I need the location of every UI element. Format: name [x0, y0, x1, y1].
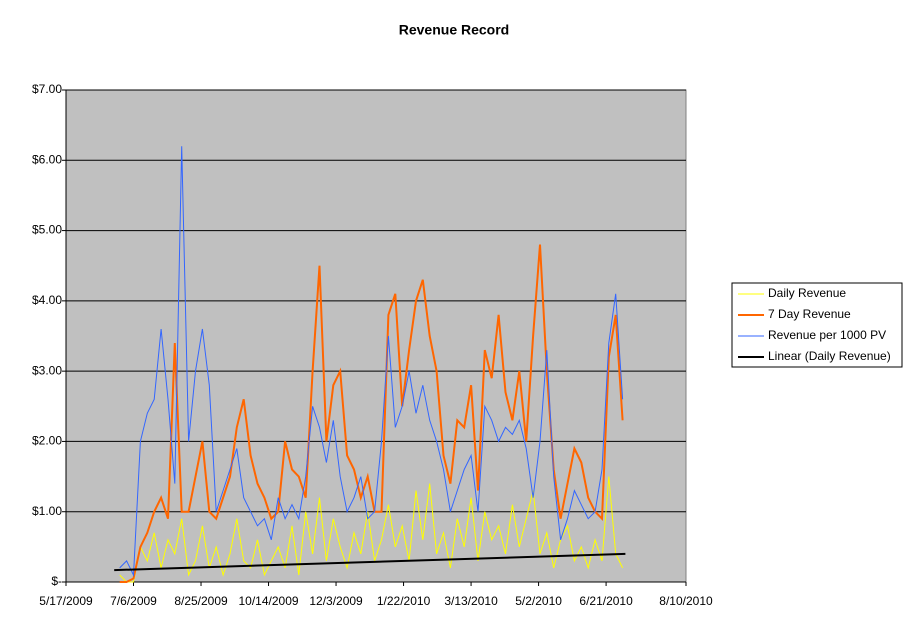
- legend: [731, 282, 903, 368]
- y-tick-label: $2.00: [32, 434, 62, 448]
- chart-title: Revenue Record: [399, 22, 509, 38]
- x-tick-label: 10/14/2009: [239, 594, 299, 608]
- series-line: [119, 244, 624, 583]
- series-line: [114, 552, 626, 572]
- x-tick-label: 12/3/2009: [309, 594, 363, 608]
- x-tick-label: 1/22/2010: [377, 594, 431, 608]
- series-line: [119, 476, 624, 583]
- series-line: [119, 146, 624, 577]
- y-tick-label: $-: [51, 574, 62, 588]
- x-tick-label: 8/10/2010: [659, 594, 713, 608]
- legend-label: Revenue per 1000 PV: [768, 328, 886, 342]
- y-tick-label: $1.00: [32, 504, 62, 518]
- x-tick-label: 5/2/2010: [515, 594, 562, 608]
- x-tick-label: 5/17/2009: [39, 594, 93, 608]
- y-tick-label: $6.00: [32, 152, 62, 166]
- x-tick-label: 3/13/2010: [444, 594, 498, 608]
- legend-label: Daily Revenue: [768, 286, 846, 300]
- y-tick-label: $7.00: [32, 82, 62, 96]
- y-tick-label: $5.00: [32, 223, 62, 237]
- x-tick-label: 6/21/2010: [579, 594, 633, 608]
- y-tick-label: $3.00: [32, 363, 62, 377]
- legend-label: Linear (Daily Revenue): [768, 349, 891, 363]
- x-tick-label: 7/6/2009: [110, 594, 157, 608]
- legend-label: 7 Day Revenue: [768, 307, 851, 321]
- x-tick-label: 8/25/2009: [174, 594, 228, 608]
- y-tick-label: $4.00: [32, 293, 62, 307]
